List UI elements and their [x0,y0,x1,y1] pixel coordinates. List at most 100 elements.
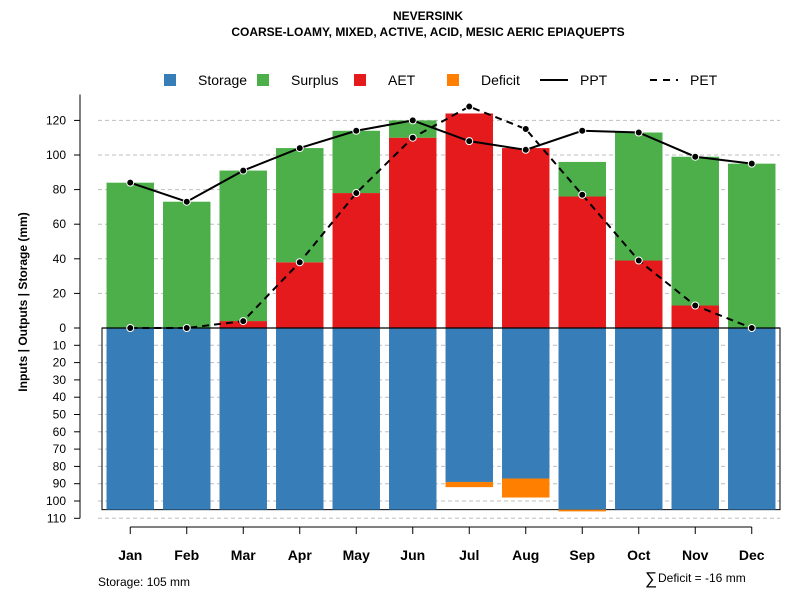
axes: 0 20 40 60 80 100 120 10 20 30 40 50 60 70 80 90 100 110 J… [46,94,765,563]
y-tick-label: 40 [53,390,67,404]
pet-point-sep [578,190,587,199]
ppt-point-aug [521,145,530,154]
bar-aet-aug [502,148,550,328]
bar-aet-apr [276,262,324,328]
ppt-point-oct [634,128,643,137]
x-tick-label-sep: Sep [569,547,595,563]
bar-storage-mar [219,328,267,510]
pet-point-jan [126,324,135,332]
legend-label-aet: AET [388,72,416,88]
bar-surplus-oct [615,132,663,261]
bar-surplus-apr [276,148,324,263]
y-tick-label: 10 [53,338,67,352]
bar-deficit-jul [445,481,493,488]
bar-storage-aug [502,328,550,479]
bar-storage-nov [671,328,719,510]
bar-deficit-aug [502,478,550,498]
y-tick-label: 60 [53,425,67,439]
pet-point-oct [634,256,643,265]
bar-aet-jun [389,137,437,328]
ppt-point-jan [126,178,135,187]
bar-surplus-dec [728,163,776,328]
x-tick-label-jul: Jul [459,547,479,563]
ppt-point-nov [691,152,700,161]
pet-point-aug [521,125,530,134]
y-tick-label: 90 [53,477,67,491]
bar-storage-dec [728,328,776,510]
legend-label-deficit: Deficit [481,72,520,88]
y-tick-label: 110 [47,511,66,525]
bar-aet-may [332,193,380,328]
bar-storage-jun [389,328,437,510]
y-tick-label: 30 [53,373,67,387]
sum-icon: ∑ [645,569,657,588]
pet-point-jun [408,133,417,142]
legend: Storage Surplus AET Deficit PPT PET [164,72,718,88]
bar-storage-sep [558,328,606,510]
pet-point-mar [239,317,248,326]
legend-swatch-aet [354,74,366,86]
y-tick-label: 70 [53,442,67,456]
chart-subtitle: COARSE-LOAMY, MIXED, ACTIVE, ACID, MESIC… [231,25,624,39]
y-tick-label: 20 [53,286,67,300]
bar-surplus-jan [106,182,154,328]
bar-surplus-nov [671,156,719,306]
x-tick-label-apr: Apr [288,547,313,563]
ppt-point-mar [239,166,248,175]
lines [126,102,756,332]
ppt-point-jul [465,137,474,146]
y-tick-label: 100 [46,148,66,162]
pet-point-feb [182,324,191,332]
bar-surplus-mar [219,170,267,322]
bar-storage-may [332,328,380,510]
x-tick-label-nov: Nov [682,547,709,563]
legend-label-storage: Storage [198,72,247,88]
ppt-point-sep [578,126,587,135]
x-tick-label-mar: Mar [231,547,256,563]
bar-aet-jul [445,113,493,328]
y-tick-label: 20 [53,356,67,370]
bar-surplus-feb [163,201,211,328]
x-tick-label-aug: Aug [512,547,539,563]
ppt-point-jun [408,116,417,125]
x-tick-label-jun: Jun [400,547,425,563]
legend-swatch-deficit [447,74,459,86]
bar-aet-oct [615,260,663,328]
x-tick-label-oct: Oct [627,547,651,563]
pet-point-apr [295,258,304,267]
y-tick-label: 60 [53,217,67,231]
legend-label-surplus: Surplus [291,72,338,88]
gridlines [98,119,780,519]
y-axis-label: Inputs | Outputs | Storage (mm) [16,212,30,391]
legend-swatch-surplus [257,74,269,86]
y-tick-label: 80 [53,183,67,197]
y-tick-label: 40 [53,252,67,266]
bar-aet-sep [558,196,606,328]
bar-storage-jan [106,328,154,510]
legend-label-pet: PET [690,72,718,88]
ppt-point-apr [295,144,304,153]
ppt-point-feb [182,197,191,206]
chart-title: NEVERSINK [393,9,463,23]
bar-deficit-sep [558,509,606,512]
bar-storage-apr [276,328,324,510]
ppt-point-dec [747,159,756,168]
y-tick-label: 0 [59,321,66,335]
y-tick-label: 120 [46,113,66,127]
ppt-line [129,119,752,203]
bar-storage-feb [163,328,211,510]
pet-point-nov [691,301,700,310]
storage-note: Storage: 105 mm [98,575,190,589]
y-tick-label: 50 [53,408,67,422]
bar-storage-jul [445,328,493,482]
y-tick-label: 80 [53,459,67,473]
pet-point-may [352,189,361,198]
bar-surplus-may [332,130,380,194]
pet-line [130,105,753,329]
bars [101,113,781,512]
bar-storage-oct [615,328,663,510]
legend-swatch-storage [164,74,176,86]
x-tick-label-jan: Jan [118,547,142,563]
deficit-note: Deficit = -16 mm [658,571,746,585]
